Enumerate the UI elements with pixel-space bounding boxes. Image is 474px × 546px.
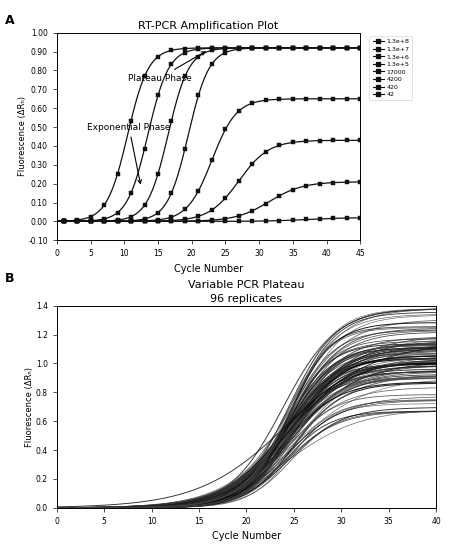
Text: A: A xyxy=(5,14,14,27)
X-axis label: Cycle Number: Cycle Number xyxy=(174,264,243,274)
X-axis label: Cycle Number: Cycle Number xyxy=(212,531,281,542)
Title: RT-PCR Amplification Plot: RT-PCR Amplification Plot xyxy=(138,21,279,31)
Y-axis label: Fluorescence (ΔRₙ): Fluorescence (ΔRₙ) xyxy=(25,367,34,447)
Y-axis label: Fluorescence (ΔRₙ): Fluorescence (ΔRₙ) xyxy=(18,97,27,176)
Title: Variable PCR Plateau
96 replicates: Variable PCR Plateau 96 replicates xyxy=(188,281,305,304)
Text: Plateau Phase: Plateau Phase xyxy=(128,52,205,82)
Legend: 1.3e+8, 1.3e+7, 1.3e+6, 1.3e+5, 17000, 4200, 420, 42: 1.3e+8, 1.3e+7, 1.3e+6, 1.3e+5, 17000, 4… xyxy=(369,36,412,100)
Text: Exponential Phase: Exponential Phase xyxy=(87,122,171,183)
Text: B: B xyxy=(5,272,14,285)
